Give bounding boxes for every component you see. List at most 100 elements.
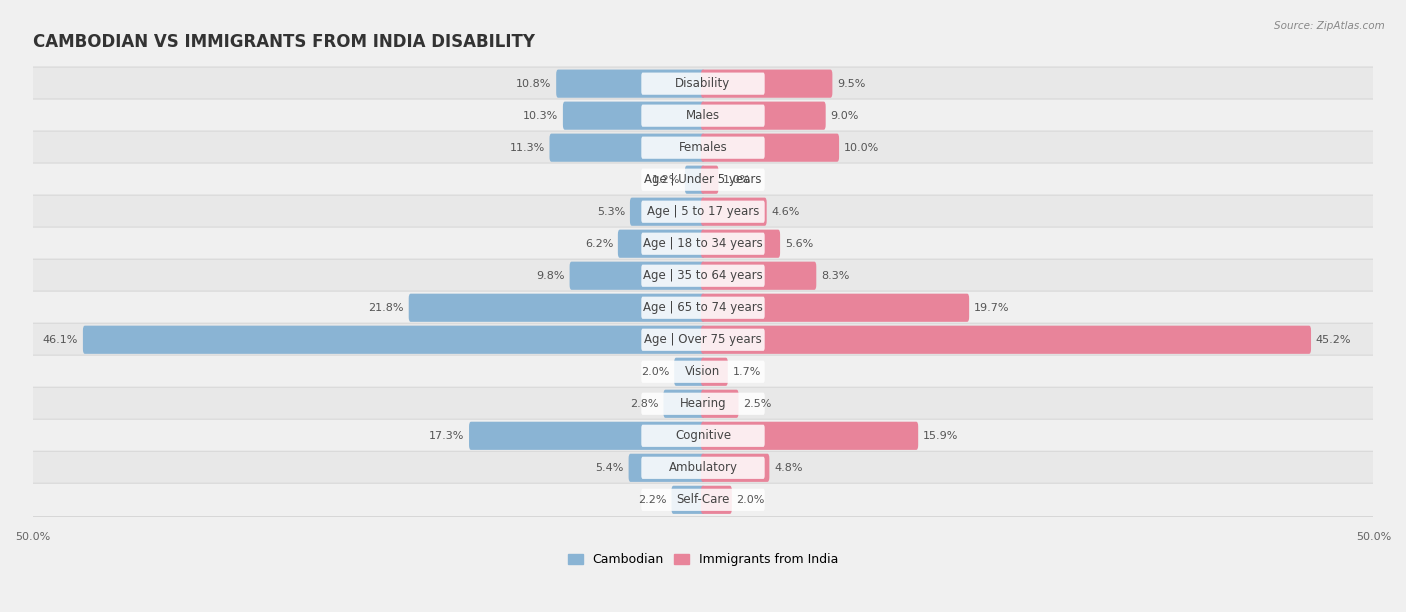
Text: 2.2%: 2.2% bbox=[638, 495, 666, 505]
FancyBboxPatch shape bbox=[641, 297, 765, 319]
Text: 19.7%: 19.7% bbox=[974, 303, 1010, 313]
FancyBboxPatch shape bbox=[32, 163, 1374, 196]
FancyBboxPatch shape bbox=[702, 166, 718, 194]
Text: Females: Females bbox=[679, 141, 727, 154]
FancyBboxPatch shape bbox=[32, 259, 1374, 293]
Legend: Cambodian, Immigrants from India: Cambodian, Immigrants from India bbox=[562, 548, 844, 571]
Text: 2.0%: 2.0% bbox=[641, 367, 669, 377]
FancyBboxPatch shape bbox=[702, 453, 769, 482]
Text: Age | 65 to 74 years: Age | 65 to 74 years bbox=[643, 301, 763, 314]
FancyBboxPatch shape bbox=[557, 70, 704, 98]
FancyBboxPatch shape bbox=[32, 131, 1374, 165]
Text: 1.0%: 1.0% bbox=[723, 174, 751, 185]
Text: 5.3%: 5.3% bbox=[598, 207, 626, 217]
FancyBboxPatch shape bbox=[664, 390, 704, 418]
Text: 10.0%: 10.0% bbox=[844, 143, 879, 152]
FancyBboxPatch shape bbox=[641, 489, 765, 511]
FancyBboxPatch shape bbox=[702, 326, 1310, 354]
FancyBboxPatch shape bbox=[672, 486, 704, 514]
Text: Age | Over 75 years: Age | Over 75 years bbox=[644, 334, 762, 346]
FancyBboxPatch shape bbox=[641, 73, 765, 95]
FancyBboxPatch shape bbox=[702, 133, 839, 162]
Text: Males: Males bbox=[686, 109, 720, 122]
Text: 4.6%: 4.6% bbox=[772, 207, 800, 217]
FancyBboxPatch shape bbox=[32, 483, 1374, 517]
FancyBboxPatch shape bbox=[641, 233, 765, 255]
Text: 21.8%: 21.8% bbox=[368, 303, 404, 313]
FancyBboxPatch shape bbox=[641, 201, 765, 223]
FancyBboxPatch shape bbox=[641, 425, 765, 447]
FancyBboxPatch shape bbox=[641, 393, 765, 415]
FancyBboxPatch shape bbox=[32, 291, 1374, 324]
FancyBboxPatch shape bbox=[32, 227, 1374, 260]
FancyBboxPatch shape bbox=[702, 262, 817, 290]
FancyBboxPatch shape bbox=[630, 198, 704, 226]
FancyBboxPatch shape bbox=[470, 422, 704, 450]
FancyBboxPatch shape bbox=[641, 457, 765, 479]
Text: 8.3%: 8.3% bbox=[821, 271, 849, 281]
FancyBboxPatch shape bbox=[641, 136, 765, 159]
Text: 10.3%: 10.3% bbox=[523, 111, 558, 121]
Text: Age | 18 to 34 years: Age | 18 to 34 years bbox=[643, 237, 763, 250]
FancyBboxPatch shape bbox=[32, 323, 1374, 356]
Text: 9.8%: 9.8% bbox=[537, 271, 565, 281]
Text: 4.8%: 4.8% bbox=[775, 463, 803, 473]
FancyBboxPatch shape bbox=[32, 195, 1374, 228]
FancyBboxPatch shape bbox=[32, 419, 1374, 452]
Text: Cognitive: Cognitive bbox=[675, 429, 731, 442]
Text: 5.4%: 5.4% bbox=[596, 463, 624, 473]
FancyBboxPatch shape bbox=[32, 451, 1374, 485]
Text: 9.5%: 9.5% bbox=[837, 79, 866, 89]
FancyBboxPatch shape bbox=[702, 294, 969, 322]
FancyBboxPatch shape bbox=[641, 105, 765, 127]
FancyBboxPatch shape bbox=[83, 326, 704, 354]
FancyBboxPatch shape bbox=[702, 102, 825, 130]
FancyBboxPatch shape bbox=[702, 486, 733, 514]
Text: Age | Under 5 years: Age | Under 5 years bbox=[644, 173, 762, 186]
FancyBboxPatch shape bbox=[641, 329, 765, 351]
FancyBboxPatch shape bbox=[702, 198, 766, 226]
Text: 1.2%: 1.2% bbox=[652, 174, 681, 185]
Text: 2.0%: 2.0% bbox=[737, 495, 765, 505]
FancyBboxPatch shape bbox=[641, 360, 765, 383]
FancyBboxPatch shape bbox=[617, 230, 704, 258]
Text: 2.5%: 2.5% bbox=[744, 399, 772, 409]
FancyBboxPatch shape bbox=[702, 422, 918, 450]
Text: 15.9%: 15.9% bbox=[922, 431, 959, 441]
FancyBboxPatch shape bbox=[569, 262, 704, 290]
FancyBboxPatch shape bbox=[641, 264, 765, 287]
FancyBboxPatch shape bbox=[641, 168, 765, 191]
FancyBboxPatch shape bbox=[32, 67, 1374, 100]
Text: 45.2%: 45.2% bbox=[1316, 335, 1351, 345]
FancyBboxPatch shape bbox=[32, 387, 1374, 420]
FancyBboxPatch shape bbox=[702, 70, 832, 98]
Text: Source: ZipAtlas.com: Source: ZipAtlas.com bbox=[1274, 21, 1385, 31]
Text: 10.8%: 10.8% bbox=[516, 79, 551, 89]
Text: 11.3%: 11.3% bbox=[509, 143, 544, 152]
Text: Age | 5 to 17 years: Age | 5 to 17 years bbox=[647, 205, 759, 218]
Text: 5.6%: 5.6% bbox=[785, 239, 813, 248]
FancyBboxPatch shape bbox=[32, 355, 1374, 389]
Text: 17.3%: 17.3% bbox=[429, 431, 464, 441]
Text: 9.0%: 9.0% bbox=[831, 111, 859, 121]
FancyBboxPatch shape bbox=[628, 453, 704, 482]
Text: Age | 35 to 64 years: Age | 35 to 64 years bbox=[643, 269, 763, 282]
Text: Disability: Disability bbox=[675, 77, 731, 90]
Text: CAMBODIAN VS IMMIGRANTS FROM INDIA DISABILITY: CAMBODIAN VS IMMIGRANTS FROM INDIA DISAB… bbox=[32, 34, 534, 51]
FancyBboxPatch shape bbox=[702, 230, 780, 258]
FancyBboxPatch shape bbox=[685, 166, 704, 194]
FancyBboxPatch shape bbox=[562, 102, 704, 130]
Text: 46.1%: 46.1% bbox=[42, 335, 79, 345]
FancyBboxPatch shape bbox=[32, 99, 1374, 132]
Text: 6.2%: 6.2% bbox=[585, 239, 613, 248]
Text: 2.8%: 2.8% bbox=[630, 399, 659, 409]
FancyBboxPatch shape bbox=[702, 390, 738, 418]
FancyBboxPatch shape bbox=[702, 357, 728, 386]
Text: Ambulatory: Ambulatory bbox=[668, 461, 738, 474]
Text: Vision: Vision bbox=[685, 365, 721, 378]
Text: 1.7%: 1.7% bbox=[733, 367, 761, 377]
FancyBboxPatch shape bbox=[673, 357, 704, 386]
FancyBboxPatch shape bbox=[550, 133, 704, 162]
Text: Self-Care: Self-Care bbox=[676, 493, 730, 506]
Text: Hearing: Hearing bbox=[679, 397, 727, 410]
